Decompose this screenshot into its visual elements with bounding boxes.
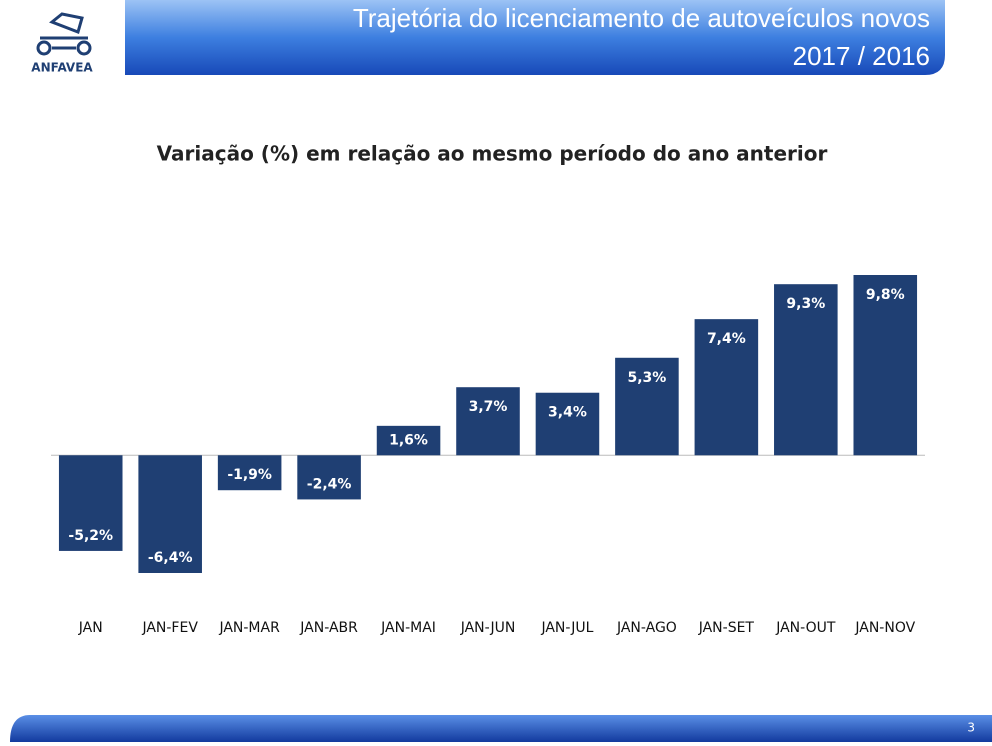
header-banner (125, 0, 945, 75)
bar (297, 455, 361, 500)
bar (217, 455, 282, 491)
plot: -5,2% JAN -6,4% JAN-FEV -1,9% JAN-MAR -2,4% JAN… (51, 275, 925, 636)
logo-icon (36, 12, 92, 56)
bar (774, 284, 838, 456)
x-tick-label: JAN-NOV (854, 620, 915, 636)
bar (853, 275, 918, 456)
data-label: 7,4% (707, 331, 746, 347)
footer-bar (10, 715, 992, 742)
data-label: 1,6% (389, 433, 428, 449)
x-tick-label: JAN-JUN (460, 620, 516, 636)
header-title: Trajetória do licenciamento de autoveícu… (353, 3, 930, 33)
x-tick-label: JAN (78, 620, 103, 636)
bar (615, 357, 679, 456)
data-label: 9,3% (786, 296, 825, 312)
x-tick-label: JAN-ABR (299, 620, 358, 636)
data-label: 5,3% (627, 370, 666, 386)
chart-title: Variação (%) em relação ao mesmo período… (157, 142, 828, 166)
x-tick-label: JAN-AGO (616, 620, 677, 636)
bar (58, 455, 123, 551)
x-tick-label: JAN-MAR (218, 620, 280, 636)
x-tick-label: JAN-SET (698, 620, 755, 636)
bar (694, 319, 759, 456)
x-tick-label: JAN-OUT (775, 620, 836, 636)
header-subtitle: 2017 / 2016 (793, 41, 930, 71)
data-label: -2,4% (307, 476, 352, 492)
data-label: -6,4% (148, 550, 193, 566)
page-number: 3 (967, 721, 975, 735)
logo-text: ANFAVEA (31, 61, 93, 75)
bar (456, 387, 520, 456)
data-label: 9,8% (866, 287, 905, 303)
bar (138, 455, 202, 573)
x-tick-label: JAN-FEV (141, 620, 198, 636)
data-label: 3,4% (548, 405, 587, 421)
data-label: 3,7% (469, 399, 508, 415)
bar (376, 425, 441, 456)
data-label: -1,9% (227, 467, 272, 483)
data-label: -5,2% (68, 528, 113, 544)
bar (535, 392, 600, 456)
x-tick-label: JAN-JUL (540, 620, 593, 636)
x-tick-label: JAN-MAI (380, 620, 436, 636)
